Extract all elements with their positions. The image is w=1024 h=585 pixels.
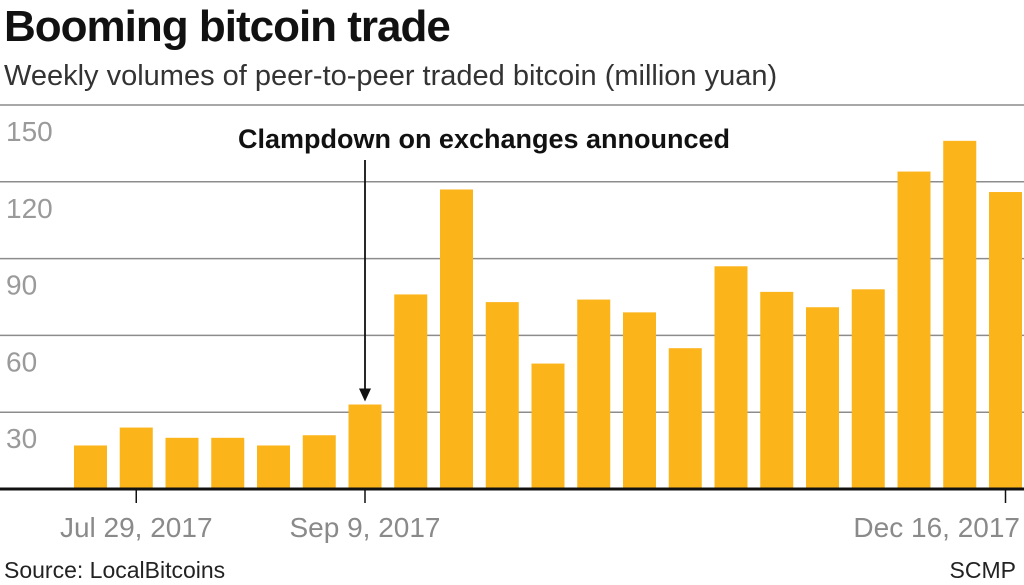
y-tick-label: 120 xyxy=(6,193,53,224)
source-note: Source: LocalBitcoins xyxy=(4,557,226,583)
y-axis-ticks: 30 60 90 120 150 xyxy=(6,116,53,454)
x-tick-label: Dec 16, 2017 xyxy=(853,512,1020,543)
y-tick-label: 150 xyxy=(6,116,53,147)
annotation-arrow-head xyxy=(359,388,371,402)
bar xyxy=(485,302,519,489)
bar xyxy=(440,189,473,490)
bar xyxy=(394,294,428,489)
bar xyxy=(577,299,611,489)
credit-note: SCMP xyxy=(949,557,1016,583)
bar xyxy=(211,437,245,489)
bars xyxy=(74,140,1022,490)
y-tick-label: 30 xyxy=(6,423,37,454)
bar xyxy=(714,266,748,489)
bar xyxy=(165,437,199,489)
y-tick-label: 60 xyxy=(6,346,37,377)
bar xyxy=(943,140,977,489)
bar xyxy=(668,348,702,489)
chart-title: Booming bitcoin trade xyxy=(4,2,451,51)
bar xyxy=(302,435,336,489)
y-tick-label: 90 xyxy=(6,270,37,301)
bar xyxy=(348,404,382,489)
bar xyxy=(806,307,839,489)
bar xyxy=(119,427,153,489)
bar xyxy=(897,171,931,489)
x-tick-label: Sep 9, 2017 xyxy=(289,512,440,543)
chart-subtitle: Weekly volumes of peer-to-peer traded bi… xyxy=(4,60,778,92)
bar xyxy=(851,289,885,489)
bar xyxy=(760,291,794,489)
bar xyxy=(257,445,290,489)
bar xyxy=(989,192,1022,490)
annotation-label: Clampdown on exchanges announced xyxy=(238,124,730,154)
bar xyxy=(531,363,565,489)
bar xyxy=(74,445,107,489)
annotation: Clampdown on exchanges announced xyxy=(238,124,730,402)
x-axis-ticks: Jul 29, 2017 Sep 9, 2017 Dec 16, 2017 xyxy=(60,489,1020,543)
bar xyxy=(623,312,656,489)
x-tick-label: Jul 29, 2017 xyxy=(60,512,213,543)
